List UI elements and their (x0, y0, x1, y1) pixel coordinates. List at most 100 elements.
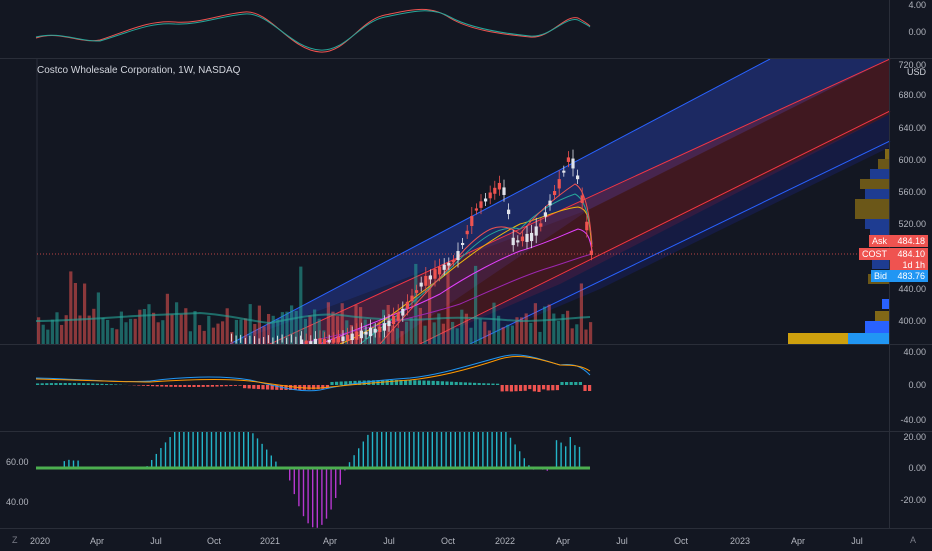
auto-scale-toggle[interactable]: A (910, 535, 916, 545)
volume-bar (129, 319, 132, 344)
macd-histogram-bar (501, 385, 504, 391)
candle-body (328, 340, 331, 343)
candle-body (415, 290, 418, 293)
volume-bar (106, 320, 109, 344)
macd-histogram-bar (197, 385, 200, 387)
macd-histogram-bar (588, 385, 591, 391)
oscillator-bar (556, 440, 557, 468)
oscillator-bar (478, 432, 479, 468)
macd-histogram-bar (496, 384, 499, 385)
oscillator-axis[interactable]: 20.00 0.00 -20.00 (889, 432, 932, 528)
macd-histogram-bar (436, 381, 439, 385)
oscillator-bar (160, 448, 161, 468)
candle-body (346, 335, 349, 341)
top-indicator-pane[interactable]: 4.00 0.00 (0, 0, 932, 58)
time-axis-label: Apr (556, 536, 570, 546)
volume-bar (410, 317, 413, 344)
volume-bar (216, 324, 219, 344)
volume-bar (456, 328, 459, 344)
volume-bar (193, 311, 196, 344)
candle-body (397, 312, 400, 320)
oscillator-bar (358, 448, 359, 468)
oscillator-bar (238, 432, 239, 468)
timezone-toggle[interactable]: Z (12, 535, 18, 545)
volume-bar (111, 328, 114, 344)
candle-body (387, 321, 390, 326)
macd-histogram-bar (560, 382, 563, 385)
volume-bar (442, 324, 445, 344)
volume-bar (203, 331, 206, 344)
oscillator-bar (303, 468, 304, 516)
volume-bar (152, 313, 155, 344)
candle-body (539, 223, 542, 226)
candle-body (456, 251, 459, 260)
ask-value: 484.18 (890, 235, 928, 247)
macd-histogram-bar (257, 385, 260, 389)
candle-body (585, 222, 588, 231)
oscillator-bar (514, 444, 515, 468)
volume-bar (492, 303, 495, 344)
candle-body (479, 201, 482, 208)
oscillator-pane[interactable]: 60.00 40.00 20.00 0.00 -20.00 (0, 432, 932, 528)
time-axis-label: Jul (150, 536, 162, 546)
macd-histogram-bar (96, 384, 99, 385)
top-price-axis[interactable]: 4.00 0.00 (889, 0, 932, 58)
macd-histogram-bar (307, 385, 310, 390)
candle-body (516, 240, 519, 242)
bid-value: 483.76 (890, 270, 928, 282)
macd-histogram-bar (386, 380, 389, 385)
oscillator-bar (202, 432, 203, 468)
macd-histogram-bar (192, 385, 195, 387)
volume-bar (143, 309, 146, 344)
macd-histogram-bar (418, 380, 421, 385)
volume-bar (212, 328, 215, 344)
macd-axis[interactable]: 40.00 0.00 -40.00 (889, 345, 932, 431)
macd-histogram-bar (450, 382, 453, 385)
volume-bar (451, 322, 454, 344)
volume-bar (571, 328, 574, 344)
main-price-pane[interactable]: Costco Wholesale Corporation, 1W, NASDAQ… (0, 59, 932, 344)
oscillator-bar (505, 432, 506, 468)
time-axis-label: Oct (674, 536, 688, 546)
currency-label: USD (907, 67, 926, 77)
macd-histogram-bar (574, 382, 577, 385)
macd-histogram-bar (169, 385, 172, 387)
macd-histogram-bar (473, 383, 476, 385)
oscillator-bar (496, 432, 497, 468)
oscillator-bar (252, 433, 253, 468)
oscillator-plot (0, 432, 932, 528)
macd-histogram-bar (234, 385, 237, 386)
volume-bar (170, 314, 173, 344)
macd-histogram-bar (220, 385, 223, 386)
oscillator-bar (459, 432, 460, 468)
volume-bar (511, 326, 514, 344)
macd-histogram-bar (87, 383, 90, 385)
oscillator-bar (248, 432, 249, 468)
oscillator-bar (289, 468, 290, 480)
oscillator-bar (372, 432, 373, 468)
oscillator-bar (473, 432, 474, 468)
osc-axis-tick: 0.00 (908, 463, 926, 473)
macd-pane[interactable]: 40.00 0.00 -40.00 (0, 345, 932, 431)
candle-body (360, 331, 363, 339)
main-price-plot (0, 59, 932, 344)
oscillator-bar (579, 447, 580, 468)
oscillator-bar (381, 432, 382, 468)
volume-bar (258, 306, 261, 344)
macd-histogram-bar (427, 381, 430, 385)
time-axis-label: 2023 (730, 536, 750, 546)
volume-bar (46, 330, 49, 344)
left-axis-tick: 60.00 (6, 457, 29, 467)
oscillator-bar (482, 432, 483, 468)
oscillator-bar (257, 438, 258, 468)
candle-body (401, 309, 404, 316)
price-axis-tick: 520.00 (898, 219, 926, 229)
volume-bar (157, 322, 160, 344)
candle-body (548, 201, 551, 206)
macd-histogram-bar (524, 385, 527, 391)
main-price-axis[interactable]: 720.00 USD 680.00 640.00 600.00 560.00 5… (889, 59, 932, 344)
macd-histogram-bar (68, 383, 71, 385)
top-axis-tick: 4.00 (908, 0, 926, 10)
volume-bar (433, 322, 436, 344)
volume-bar (221, 321, 224, 344)
